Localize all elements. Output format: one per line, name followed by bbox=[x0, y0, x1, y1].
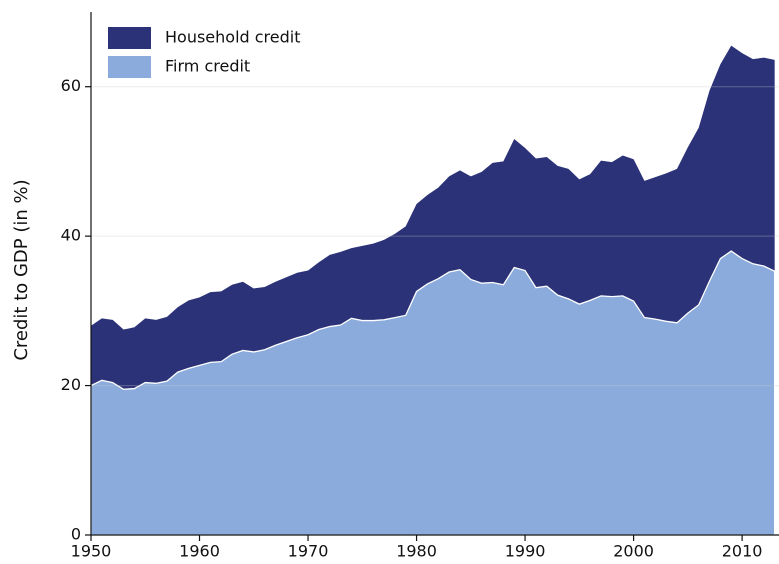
y-tick-label: 0 bbox=[71, 525, 81, 544]
y-tick-label: 60 bbox=[61, 76, 81, 95]
legend-swatch bbox=[108, 27, 151, 49]
y-tick-label: 20 bbox=[61, 375, 81, 394]
x-tick-label: 2000 bbox=[613, 542, 654, 561]
x-tick-label: 2010 bbox=[722, 542, 763, 561]
y-tick-label: 40 bbox=[61, 226, 81, 245]
x-tick-label: 1950 bbox=[71, 542, 112, 561]
x-tick-label: 1990 bbox=[505, 542, 546, 561]
x-tick-label: 1980 bbox=[396, 542, 437, 561]
area bbox=[91, 45, 775, 390]
x-tick-label: 1960 bbox=[179, 542, 220, 561]
x-tick-label: 1970 bbox=[288, 542, 329, 561]
legend-label: Household credit bbox=[165, 28, 301, 47]
y-axis-label: Credit to GDP (in %) bbox=[11, 179, 32, 360]
legend-swatch bbox=[108, 56, 151, 78]
legend-label: Firm credit bbox=[165, 57, 250, 76]
